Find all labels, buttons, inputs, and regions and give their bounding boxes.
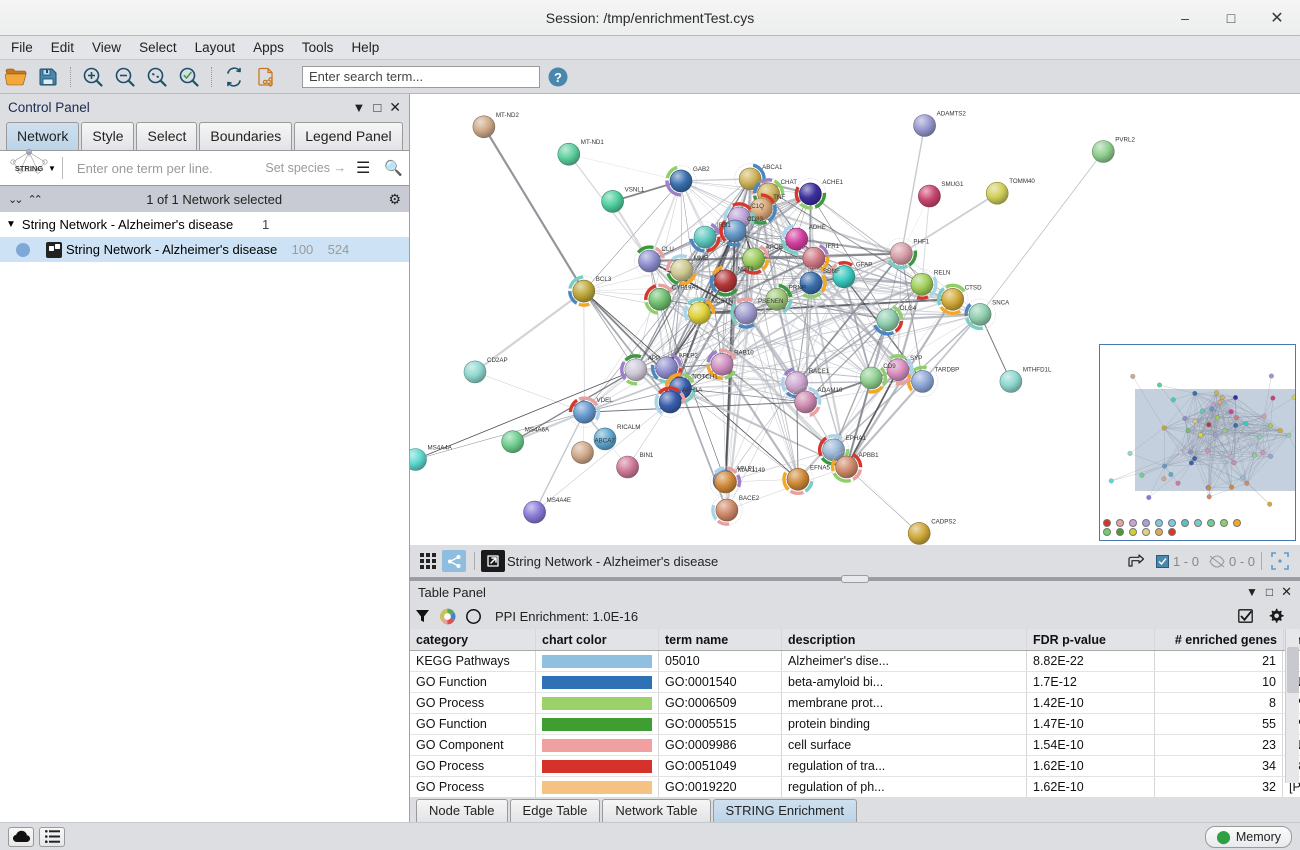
svg-text:OLG4: OLG4 xyxy=(900,305,917,312)
svg-text:MS4A4E: MS4A4E xyxy=(547,497,571,504)
svg-text:CD2AP: CD2AP xyxy=(487,357,508,364)
svg-text:ABCA7: ABCA7 xyxy=(595,438,616,445)
svg-text:MME: MME xyxy=(694,255,708,262)
svg-text:MS4A4A: MS4A4A xyxy=(428,445,453,452)
svg-text:BACE2: BACE2 xyxy=(739,495,760,502)
svg-text:SMUG1: SMUG1 xyxy=(941,181,964,188)
svg-text:SNCA: SNCA xyxy=(992,299,1010,306)
svg-text:TOMM40: TOMM40 xyxy=(1009,178,1035,185)
svg-text:RELN: RELN xyxy=(934,269,951,276)
svg-text:APH1A: APH1A xyxy=(682,387,703,394)
svg-text:PHF1: PHF1 xyxy=(913,239,929,246)
svg-text:RAB10: RAB10 xyxy=(734,349,754,356)
svg-text:MS4A6A: MS4A6A xyxy=(525,427,550,434)
svg-text:CADPS2: CADPS2 xyxy=(931,518,956,525)
svg-text:EPHA1: EPHA1 xyxy=(846,435,867,442)
svg-text:NOTCH1: NOTCH1 xyxy=(692,373,718,380)
svg-text:RICALM: RICALM xyxy=(617,424,640,431)
svg-text:GFAP: GFAP xyxy=(856,262,873,269)
svg-text:CHAT: CHAT xyxy=(781,179,798,186)
svg-text:IFR1: IFR1 xyxy=(826,243,840,250)
svg-text:NCT1: NCT1 xyxy=(738,266,755,273)
svg-text:CYP19A1: CYP19A1 xyxy=(672,284,700,291)
svg-text:SDNF: SDNF xyxy=(823,268,840,275)
svg-text:ADAMTS2: ADAMTS2 xyxy=(937,111,967,118)
svg-text:ADHE: ADHE xyxy=(809,224,826,231)
svg-text:SYP: SYP xyxy=(910,355,922,362)
svg-text:IRS1: IRS1 xyxy=(717,222,731,229)
svg-text:PVRL2: PVRL2 xyxy=(1115,137,1135,144)
svg-text:GAB2: GAB2 xyxy=(693,166,710,173)
svg-text:APLP2: APLP2 xyxy=(679,353,699,360)
svg-text:APOE: APOE xyxy=(766,244,783,251)
svg-text:MTHFD1L: MTHFD1L xyxy=(1023,366,1052,373)
svg-text:CD33: CD33 xyxy=(747,216,763,223)
svg-text:BIN1: BIN1 xyxy=(640,452,654,459)
svg-text:VDEL: VDEL xyxy=(597,397,614,404)
svg-text:C1Q: C1Q xyxy=(751,203,764,210)
svg-text:CTSD: CTSD xyxy=(965,284,982,291)
svg-text:EFNA5: EFNA5 xyxy=(810,464,831,471)
svg-text:CD9: CD9 xyxy=(883,363,896,370)
svg-text:APP: APP xyxy=(648,355,660,362)
svg-text:MT-ND2: MT-ND2 xyxy=(496,112,520,119)
svg-text:TARDBP: TARDBP xyxy=(935,366,960,373)
svg-text:ADAM10: ADAM10 xyxy=(818,387,843,394)
svg-text:MT-ND1: MT-ND1 xyxy=(581,139,605,146)
svg-text:CLU: CLU xyxy=(662,246,674,253)
svg-text:RACE1: RACE1 xyxy=(809,368,830,375)
svg-text:PSENEN: PSENEN xyxy=(758,298,783,305)
svg-text:TNF: TNF xyxy=(773,194,785,201)
svg-text:NCSTN: NCSTN xyxy=(712,298,733,305)
svg-text:KIAA1149: KIAA1149 xyxy=(738,467,766,474)
svg-text:BCL3: BCL3 xyxy=(596,276,612,283)
svg-text:APBB1: APBB1 xyxy=(859,452,880,459)
svg-text:ACHE1: ACHE1 xyxy=(822,179,843,186)
svg-text:VSNL1: VSNL1 xyxy=(625,186,645,193)
svg-text:?: ? xyxy=(554,70,562,85)
svg-text:ABCA1: ABCA1 xyxy=(762,164,783,171)
svg-text:PRNP: PRNP xyxy=(789,284,806,291)
